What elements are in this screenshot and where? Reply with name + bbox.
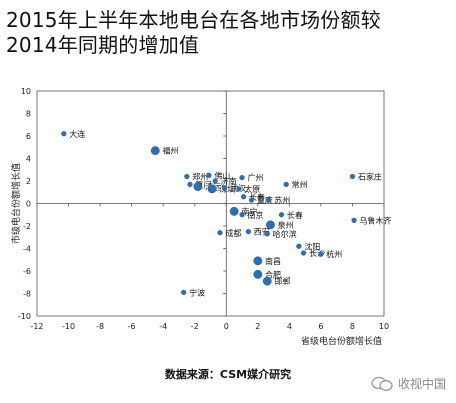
y-tick-label: 0 <box>26 200 31 209</box>
x-tick-label: -4 <box>159 322 167 331</box>
data-point-label: 广州 <box>247 173 263 183</box>
data-point <box>207 184 217 194</box>
data-point-label: 长沙 <box>309 248 325 258</box>
y-tick-label: 8 <box>26 110 31 119</box>
y-tick-label: -8 <box>23 290 31 299</box>
data-point <box>239 175 245 181</box>
chart-title: 2015年上半年本地电台在各地市场份额较 2014年同期的增加值 <box>6 8 450 58</box>
data-point-label: 大连 <box>69 129 85 139</box>
data-point-label: 西安 <box>254 227 270 237</box>
data-point <box>266 197 272 203</box>
x-axis-title: 省级电台份额增长值 <box>301 335 382 347</box>
x-tick-label: 4 <box>287 322 292 331</box>
data-point-label: 太原 <box>244 184 260 194</box>
data-point <box>61 131 67 137</box>
y-tick-label: -6 <box>23 267 31 276</box>
data-point-label: 长春 <box>249 192 265 202</box>
y-tick-label: 4 <box>26 155 31 164</box>
data-point-label: 苏州 <box>274 195 290 205</box>
y-tick-label: 2 <box>26 177 31 186</box>
x-tick-label: 10 <box>379 322 389 331</box>
data-point-label: 厦门 <box>195 179 211 189</box>
data-point <box>212 178 218 184</box>
data-point-label: 南京 <box>247 210 263 220</box>
data-point <box>184 173 190 180</box>
data-point <box>248 197 255 203</box>
data-point <box>349 173 356 180</box>
data-point-label: 南昌 <box>265 256 281 266</box>
data-point-label: 郑州 <box>192 172 208 182</box>
data-point <box>150 146 160 156</box>
data-point <box>217 230 223 236</box>
data-point-label: 南宁 <box>241 206 257 216</box>
chart-title-line-1: 2015年上半年本地电台在各地市场份额较 <box>6 8 381 32</box>
y-tick-label: -10 <box>18 312 31 321</box>
data-point-label: 邯郸 <box>274 276 290 286</box>
data-point <box>278 212 285 218</box>
data-point-label: 泉州 <box>278 220 294 230</box>
data-point <box>187 181 193 187</box>
data-point-label: 沈阳 <box>304 241 320 251</box>
watermark-text: 收视中国 <box>397 377 446 391</box>
data-point-label: 合肥 <box>265 269 281 279</box>
x-tick-label: -10 <box>62 322 75 331</box>
data-point-label: 福州 <box>162 147 178 156</box>
data-point <box>296 243 302 249</box>
data-point <box>222 185 228 191</box>
data-point <box>264 231 270 237</box>
y-tick-label: 6 <box>26 132 31 141</box>
data-point-label: 深圳 <box>219 184 235 194</box>
x-tick-label: -8 <box>96 322 104 331</box>
data-point-label: 哈尔滨 <box>273 229 297 239</box>
data-point <box>283 181 289 187</box>
x-tick-label: 8 <box>350 322 355 331</box>
data-point-label: 石家庄 <box>358 172 382 182</box>
data-point-label: 成都 <box>225 228 241 238</box>
y-tick-label: -2 <box>23 222 31 231</box>
data-point-label: 宁波 <box>189 287 205 297</box>
data-point <box>262 276 272 286</box>
x-tick-label: 6 <box>318 322 323 331</box>
data-point <box>206 172 212 178</box>
data-point <box>351 217 357 223</box>
data-point <box>245 229 251 235</box>
y-tick-label: -4 <box>23 245 31 254</box>
data-point <box>253 269 263 279</box>
data-point <box>181 289 187 295</box>
data-point <box>239 212 245 218</box>
y-axis-title: 市级电台份额增长值 <box>10 163 22 244</box>
data-point-label: 常州 <box>292 180 308 189</box>
chat-bubble-icon <box>371 376 393 391</box>
data-point <box>266 220 275 230</box>
x-tick-label: -12 <box>30 322 43 331</box>
data-point-label: 重庆 <box>257 195 273 205</box>
x-tick-label: 0 <box>224 322 229 331</box>
data-point-label: 乌鲁木齐 <box>359 215 391 225</box>
data-point <box>229 206 239 216</box>
data-point <box>236 186 242 192</box>
data-point <box>318 251 324 257</box>
x-tick-label: 2 <box>255 322 260 331</box>
data-point-label: 杭州 <box>326 249 342 259</box>
data-point <box>193 182 203 192</box>
source-note: 数据来源：CSM媒介研究 <box>164 368 292 381</box>
data-point-label: 济南 <box>221 176 237 186</box>
data-point <box>253 256 263 266</box>
chart-title-line-2: 2014年同期的增加值 <box>6 33 200 57</box>
y-tick-label: 10 <box>21 87 31 96</box>
data-point-label: 长春 <box>287 210 303 220</box>
watermark: 收视中国 <box>371 375 446 392</box>
data-point <box>300 250 307 256</box>
x-tick-label: -2 <box>191 322 199 331</box>
data-point <box>241 194 247 200</box>
data-point-label: 佛山 <box>214 170 230 180</box>
x-tick-label: -6 <box>128 322 136 331</box>
